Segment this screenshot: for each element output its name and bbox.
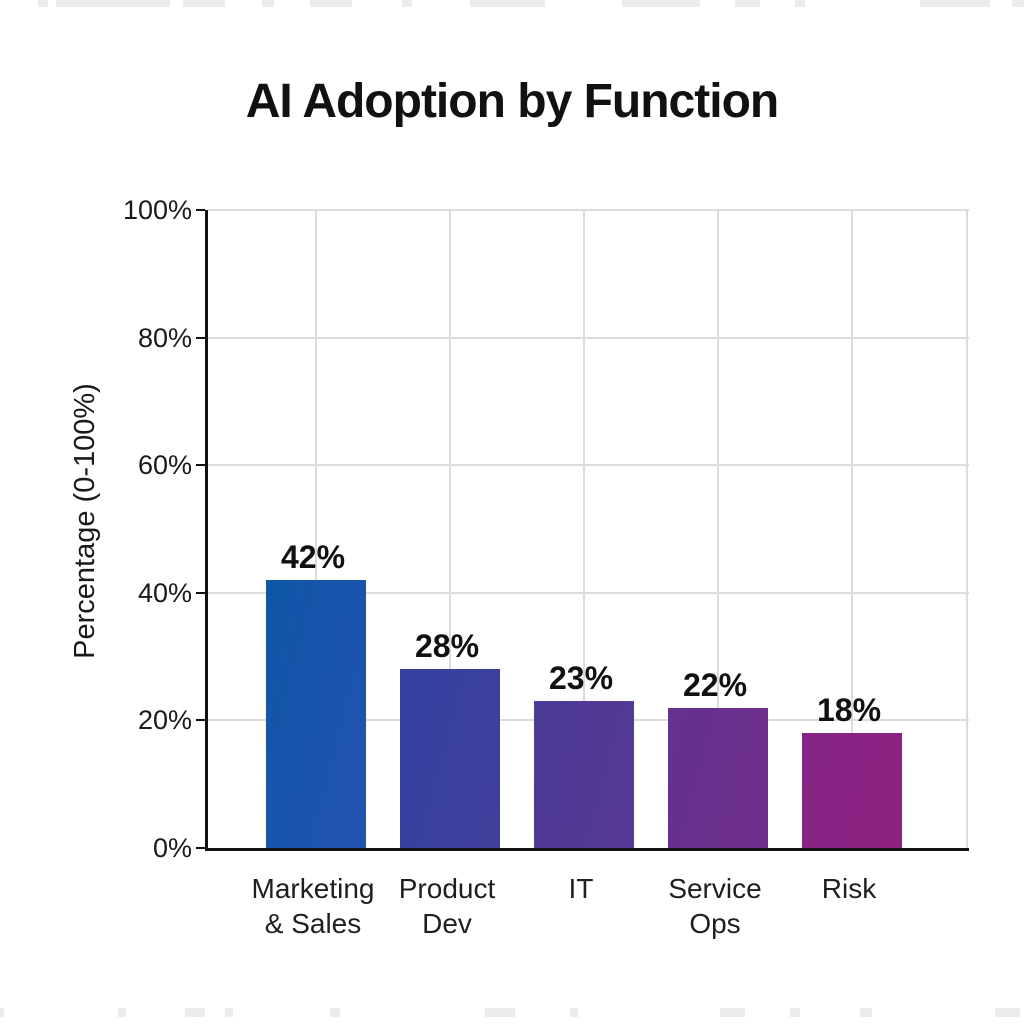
- edge-mark: [310, 0, 352, 7]
- gridline-vertical: [449, 210, 451, 848]
- y-tick-mark: [196, 336, 205, 339]
- y-tick-label: 40%: [137, 577, 192, 608]
- edge-mark: [795, 0, 805, 7]
- edge-mark: [330, 1008, 340, 1017]
- y-tick-mark: [196, 719, 205, 722]
- y-tick-mark: [196, 847, 205, 849]
- edge-mark: [402, 0, 412, 7]
- edge-mark: [56, 0, 170, 7]
- bar-it: [534, 701, 634, 848]
- bar-value-label: 23%: [548, 660, 614, 697]
- bar-value-label: 22%: [682, 666, 748, 703]
- plot-area: [205, 209, 969, 851]
- edge-mark: [118, 1008, 126, 1017]
- bar-value-label: 42%: [280, 539, 346, 576]
- y-tick-label: 100%: [122, 195, 192, 225]
- bar-value-label: 18%: [816, 692, 882, 729]
- x-tick-label: IT: [568, 873, 594, 904]
- bar-risk: [802, 733, 902, 848]
- gridline-vertical: [851, 210, 853, 848]
- gridline-horizontal: [208, 209, 969, 211]
- gridline-vertical: [315, 210, 317, 848]
- y-tick-label: 20%: [137, 705, 192, 736]
- edge-mark: [225, 1008, 233, 1017]
- edge-mark: [485, 1008, 515, 1017]
- x-tick-label: Product Dev: [398, 873, 496, 939]
- edge-mark: [570, 1008, 578, 1017]
- edge-mark: [183, 0, 225, 7]
- bar-product-dev: [400, 669, 500, 848]
- edge-mark: [38, 0, 48, 7]
- x-tick-label: Marketing & Sales: [251, 873, 375, 939]
- edge-mark: [0, 1008, 4, 1017]
- y-tick-label: 60%: [137, 450, 192, 481]
- gridline-horizontal: [208, 464, 969, 467]
- x-tick-label: Service Ops: [668, 873, 762, 939]
- edge-mark: [790, 1008, 800, 1017]
- gridline-vertical: [583, 210, 585, 848]
- y-tick-mark: [196, 591, 205, 594]
- bar-marketing-sales: [266, 580, 366, 848]
- x-tick-label: Risk: [821, 873, 877, 904]
- y-tick-mark: [196, 209, 205, 211]
- edge-mark: [995, 1008, 1020, 1017]
- edge-mark: [622, 0, 700, 7]
- y-tick-label: 80%: [137, 322, 192, 353]
- edge-mark: [470, 0, 545, 7]
- bar-service-ops: [668, 707, 768, 848]
- gridline-vertical: [717, 210, 719, 848]
- gridline-horizontal: [208, 591, 969, 594]
- edge-mark: [262, 0, 274, 7]
- edge-mark: [860, 1008, 872, 1017]
- bar-value-label: 28%: [414, 628, 480, 665]
- edge-mark: [920, 0, 990, 7]
- chart-title: AI Adoption by Function: [245, 75, 779, 128]
- edge-mark: [185, 1008, 205, 1017]
- gridline-horizontal: [208, 336, 969, 339]
- y-tick-mark: [196, 464, 205, 467]
- edge-mark: [720, 1008, 745, 1017]
- y-axis-label: Percentage (0-100%): [69, 383, 101, 659]
- edge-mark: [1012, 0, 1024, 7]
- gridline-vertical: [966, 210, 968, 848]
- edge-mark: [735, 0, 760, 7]
- y-tick-label: 0%: [152, 833, 192, 863]
